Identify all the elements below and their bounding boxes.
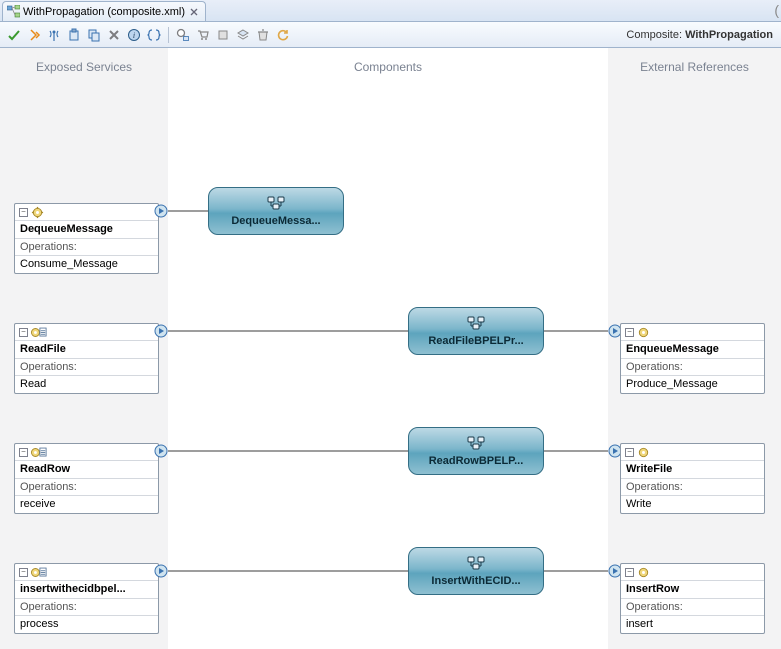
svg-text:i: i	[133, 31, 135, 40]
operation-name: Write	[621, 495, 764, 513]
reference-enqueue-message[interactable]: − EnqueueMessage Operations: Produce_Mes…	[620, 323, 765, 394]
collapse-icon[interactable]: −	[625, 448, 634, 457]
service-title: insertwithecidbpel...	[15, 580, 158, 598]
antenna-icon[interactable]	[46, 27, 62, 43]
operations-label: Operations:	[15, 358, 158, 375]
braces-icon[interactable]	[146, 27, 162, 43]
composite-name-label: Composite: WithPropagation	[626, 29, 773, 41]
bpel-icon	[267, 196, 285, 213]
service-read-row[interactable]: − ReadRow Operations: receive	[14, 443, 159, 514]
operations-label: Operations:	[621, 358, 764, 375]
composite-file-icon	[7, 5, 20, 18]
overflow-indicator: (	[774, 2, 779, 18]
reference-write-file[interactable]: − WriteFile Operations: Write	[620, 443, 765, 514]
component-read-row-bpel[interactable]: ReadRowBPELP...	[408, 427, 544, 475]
component-read-file-bpel[interactable]: ReadFileBPELPr...	[408, 307, 544, 355]
collapse-icon[interactable]: −	[625, 328, 634, 337]
delete-icon[interactable]	[106, 27, 122, 43]
output-port-icon[interactable]	[154, 444, 168, 458]
gear-icon	[637, 566, 650, 579]
tab-bar: WithPropagation (composite.xml) (	[0, 0, 781, 22]
collapse-icon[interactable]: −	[19, 208, 28, 217]
test-icon[interactable]	[26, 27, 42, 43]
collapse-icon[interactable]: −	[19, 568, 28, 577]
find-icon[interactable]	[175, 27, 191, 43]
copy-icon[interactable]	[86, 27, 102, 43]
reference-title: WriteFile	[621, 460, 764, 478]
component-insert-with-ecid[interactable]: InsertWithECID...	[408, 547, 544, 595]
operations-label: Operations:	[621, 478, 764, 495]
bpel-icon	[467, 316, 485, 333]
bpel-icon	[467, 436, 485, 453]
service-title: DequeueMessage	[15, 220, 158, 238]
toolbar-separator	[168, 27, 169, 43]
component-dequeue-message[interactable]: DequeueMessa...	[208, 187, 344, 235]
component-label: DequeueMessa...	[231, 215, 320, 227]
gear-file-icon	[31, 566, 47, 579]
operation-name: process	[15, 615, 158, 633]
component-label: ReadFileBPELPr...	[428, 335, 523, 347]
operations-label: Operations:	[15, 478, 158, 495]
operations-label: Operations:	[15, 238, 158, 255]
info-icon[interactable]: i	[126, 27, 142, 43]
lane-header-exposed: Exposed Services	[0, 48, 168, 86]
collapse-icon[interactable]: −	[19, 328, 28, 337]
tool-icon[interactable]	[215, 27, 231, 43]
gear-file-icon	[31, 446, 47, 459]
component-label: InsertWithECID...	[431, 575, 520, 587]
toolbar: i Composite: WithPropagation	[0, 22, 781, 48]
service-dequeue-message[interactable]: − DequeueMessage Operations: Consume_Mes…	[14, 203, 159, 274]
output-port-icon[interactable]	[154, 564, 168, 578]
collapse-icon[interactable]: −	[19, 448, 28, 457]
operation-name: Produce_Message	[621, 375, 764, 393]
operations-label: Operations:	[621, 598, 764, 615]
service-read-file[interactable]: − ReadFile Operations: Read	[14, 323, 159, 394]
composite-canvas[interactable]: Exposed Services Components External Ref…	[0, 48, 781, 649]
service-title: ReadRow	[15, 460, 158, 478]
validate-icon[interactable]	[6, 27, 22, 43]
service-insert-with-ecid[interactable]: − insertwithecidbpel... Operations: proc…	[14, 563, 159, 634]
output-port-icon[interactable]	[154, 204, 168, 218]
operation-name: receive	[15, 495, 158, 513]
close-icon[interactable]	[188, 6, 199, 17]
gear-icon	[31, 206, 44, 219]
cart-icon[interactable]	[195, 27, 211, 43]
paste-icon[interactable]	[66, 27, 82, 43]
operation-name: insert	[621, 615, 764, 633]
lane-header-references: External References	[608, 48, 781, 86]
gear-file-icon	[31, 326, 47, 339]
operations-label: Operations:	[15, 598, 158, 615]
output-port-icon[interactable]	[154, 324, 168, 338]
gear-icon	[637, 326, 650, 339]
gear-icon	[637, 446, 650, 459]
refresh-icon[interactable]	[275, 27, 291, 43]
editor-tab[interactable]: WithPropagation (composite.xml)	[2, 1, 206, 21]
service-title: ReadFile	[15, 340, 158, 358]
reference-title: EnqueueMessage	[621, 340, 764, 358]
trash-icon[interactable]	[255, 27, 271, 43]
tab-title: WithPropagation (composite.xml)	[23, 6, 185, 18]
bpel-icon	[467, 556, 485, 573]
lane-header-components: Components	[168, 48, 608, 86]
operation-name: Read	[15, 375, 158, 393]
layers-icon[interactable]	[235, 27, 251, 43]
operation-name: Consume_Message	[15, 255, 158, 273]
collapse-icon[interactable]: −	[625, 568, 634, 577]
reference-title: InsertRow	[621, 580, 764, 598]
reference-insert-row[interactable]: − InsertRow Operations: insert	[620, 563, 765, 634]
component-label: ReadRowBPELP...	[429, 455, 524, 467]
